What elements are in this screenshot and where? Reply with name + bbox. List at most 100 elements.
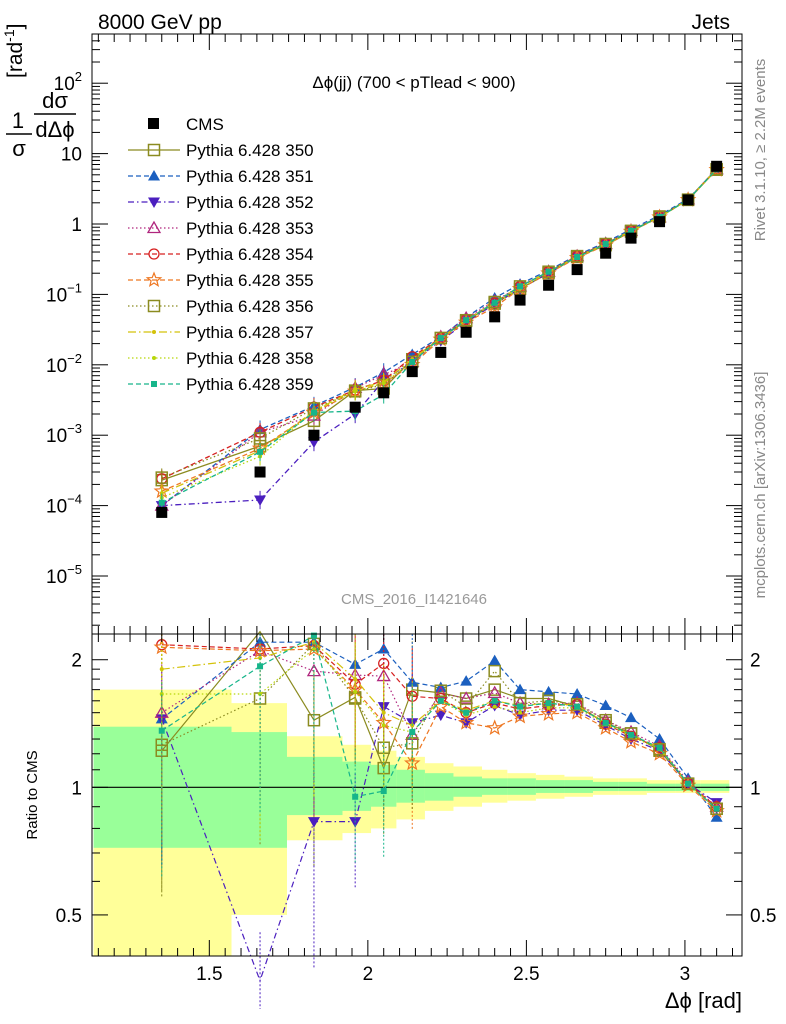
legend-item: Pythia 6.428 356: [128, 297, 314, 316]
ratio-marker: [352, 793, 359, 800]
cms-marker: [654, 216, 666, 228]
ratio-series-line: [161, 650, 717, 808]
x-tick-label: 2: [363, 964, 374, 985]
series-marker: [628, 227, 635, 234]
ratio-band-green: [482, 778, 508, 795]
ratio-band-green: [564, 780, 593, 793]
ratio-band-green: [618, 781, 647, 792]
ratio-band-green: [592, 781, 619, 792]
ratio-marker: [599, 699, 612, 710]
ratio-marker: [488, 654, 501, 666]
series-cms: [156, 160, 723, 518]
ratio-marker: [511, 707, 529, 724]
series-marker: [602, 240, 609, 247]
main-panel: 10−5 10−4 10−3 10−2 10−1 1 10 102 Δϕ(jj) (700 <…: [1, 24, 743, 635]
rivet-version-label: Rivet 3.1.10, ≥ 2.2M events: [752, 59, 769, 242]
ratio-series-line: [161, 646, 717, 812]
legend-item: CMS: [148, 115, 224, 134]
legend-label: Pythia 6.428 357: [186, 323, 314, 342]
cms-marker: [711, 160, 723, 172]
ratio-y-tick-label-right: 1: [750, 778, 761, 799]
ratio-marker: [310, 632, 317, 639]
series-marker: [542, 265, 555, 278]
plot-title: Δϕ(jj) (700 < pTlead < 900): [312, 73, 515, 92]
ratio-y-tick-label: 0.5: [56, 906, 82, 927]
ratio-marker: [518, 710, 523, 715]
legend-item: Pythia 6.428 355: [128, 271, 314, 290]
cms-marker: [460, 326, 472, 338]
legend-marker: [148, 170, 160, 181]
ratio-marker: [463, 709, 470, 716]
ratio-marker: [159, 692, 164, 697]
legend-label: Pythia 6.428 355: [186, 271, 314, 290]
series-marker: [257, 448, 264, 455]
series-marker: [491, 299, 498, 306]
legend-item: Pythia 6.428 353: [128, 219, 314, 238]
y-title-numerator: 1: [12, 108, 24, 133]
ratio-marker: [546, 705, 551, 710]
cms-marker: [543, 279, 555, 291]
series-marker: [434, 331, 448, 345]
series-marker: [463, 317, 470, 324]
y-title-unit: [rad-1]: [1, 24, 27, 78]
ratio-marker: [656, 744, 663, 751]
series-marker: [409, 358, 416, 365]
legend-label: Pythia 6.428 350: [186, 141, 314, 160]
ratio-marker: [488, 683, 501, 696]
ratio-y-tick-label-right: 0.5: [750, 906, 776, 927]
main-panel-x-ticks: [97, 34, 733, 634]
ratio-marker: [653, 733, 666, 744]
ratio-series-line: [161, 634, 717, 810]
ratio-marker: [459, 691, 474, 704]
ratio-marker: [158, 727, 165, 734]
series-marker: [517, 283, 524, 290]
cms-marker: [571, 264, 583, 276]
legend-marker: [152, 330, 156, 334]
ratio-y-tick-label: 1: [71, 778, 82, 799]
mcplots-source-label: mcplots.cern.ch [arXiv:1306.3436]: [752, 372, 769, 599]
ratio-marker: [353, 689, 358, 694]
ratio-y-tick-label: 2: [71, 651, 82, 672]
ratio-marker: [381, 710, 386, 715]
legend-marker: [148, 248, 160, 260]
legend: CMS Pythia 6.428 350 Pythia 6.428 351 Pythi…: [128, 115, 314, 394]
ratio-marker: [710, 811, 723, 822]
ratio-marker: [159, 667, 164, 672]
cms-marker: [349, 401, 361, 413]
ratio-marker: [625, 711, 638, 723]
series-line: [161, 168, 718, 494]
y-title-denominator: σ: [12, 136, 26, 161]
ratio-series-line: [161, 641, 717, 810]
ratio-series-line: [161, 641, 718, 818]
legend-item: Pythia 6.428 351: [128, 167, 314, 186]
ratio-marker: [460, 675, 473, 686]
y-tick-label: 10−2: [46, 351, 82, 377]
legend-marker: [151, 381, 157, 387]
ratio-marker: [307, 713, 321, 727]
series-marker: [459, 313, 473, 327]
series-marker: [545, 268, 552, 275]
y-tick-label: 10−5: [46, 562, 82, 588]
ratio-marker: [487, 685, 502, 699]
series-marker: [381, 381, 386, 386]
ratio-marker: [434, 710, 447, 722]
header-jets-label: Jets: [691, 11, 730, 34]
ratio-marker: [434, 684, 448, 697]
ratio-marker: [251, 642, 269, 658]
legend-marker: [147, 299, 161, 313]
legend-item: Pythia 6.428 357: [128, 323, 314, 342]
ratio-marker: [433, 685, 448, 699]
ratio-band-green: [231, 732, 287, 848]
series-marker: [158, 499, 165, 506]
ratio-marker: [542, 685, 555, 697]
ratio-marker: [377, 643, 390, 654]
x-tick-label: 2.5: [513, 964, 539, 985]
ratio-marker: [628, 731, 635, 738]
ratio-x-axis: 1.5 2 2.5 3: [97, 634, 733, 985]
x-tick-label: 1.5: [196, 964, 222, 985]
ratio-marker: [574, 703, 581, 710]
series-marker: [254, 495, 267, 507]
series-marker: [155, 471, 169, 484]
main-panel-y-axis: 10−5 10−4 10−3 10−2 10−1 1 10 102: [46, 33, 742, 626]
